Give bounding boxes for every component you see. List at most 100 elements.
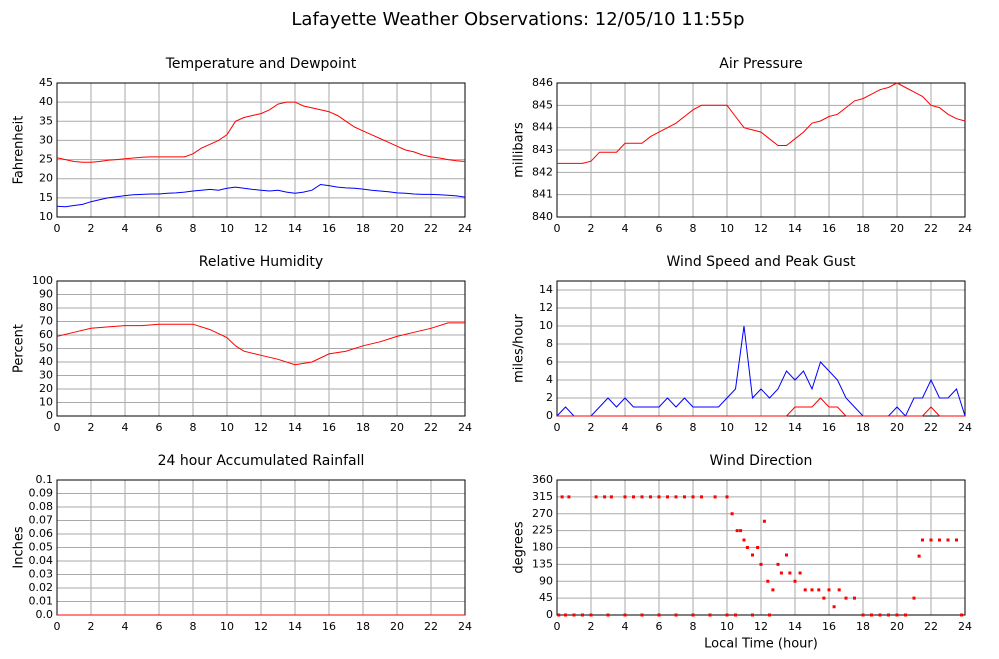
data-point — [581, 613, 584, 617]
data-line — [557, 82, 966, 164]
x-tick-label: 8 — [690, 222, 697, 235]
data-point — [798, 571, 802, 575]
x-tick-label: 22 — [424, 620, 438, 633]
x-tick-label: 14 — [788, 620, 802, 633]
x-tick-label: 16 — [822, 620, 836, 633]
x-tick-label: 2 — [588, 421, 595, 434]
y-tick-label: 6 — [546, 355, 553, 368]
x-tick-label: 10 — [220, 620, 234, 633]
x-tick-label: 20 — [390, 222, 404, 235]
data-point — [708, 613, 712, 617]
data-point — [640, 495, 644, 499]
x-tick-label: 2 — [88, 620, 95, 633]
chart-title: 24 hour Accumulated Rainfall — [158, 453, 365, 469]
data-point — [657, 495, 661, 499]
data-line — [56, 101, 466, 163]
y-tick-label: 840 — [532, 210, 553, 223]
x-tick-label: 2 — [588, 620, 595, 633]
x-tick-label: 22 — [924, 620, 938, 633]
x-tick-label: 8 — [190, 222, 197, 235]
data-point — [853, 596, 856, 600]
data-point — [649, 495, 652, 499]
data-point — [776, 562, 780, 566]
y-tick-label: 845 — [532, 98, 553, 111]
x-tick-label: 4 — [122, 620, 129, 633]
y-tick-label: 0.09 — [29, 487, 54, 500]
data-line — [557, 397, 965, 417]
data-point — [603, 495, 607, 499]
x-tick-label: 4 — [122, 421, 129, 434]
x-tick-label: 10 — [220, 222, 234, 235]
y-tick-label: 45 — [539, 591, 553, 604]
x-tick-label: 8 — [690, 620, 697, 633]
data-point — [817, 588, 821, 592]
data-point — [766, 579, 770, 583]
x-tick-label: 18 — [356, 222, 370, 235]
y-tick-label: 10 — [39, 210, 53, 223]
y-tick-label: 360 — [532, 473, 553, 486]
data-point — [623, 613, 627, 617]
data-point — [632, 495, 635, 499]
y-tick-label: 0.03 — [29, 568, 54, 581]
x-tick-label: 14 — [288, 421, 302, 434]
data-point — [768, 613, 771, 617]
x-tick-label: 20 — [390, 421, 404, 434]
x-tick-label: 12 — [754, 620, 768, 633]
data-point — [878, 613, 882, 617]
y-tick-label: 45 — [39, 76, 53, 89]
data-point — [779, 571, 783, 575]
data-point — [832, 605, 836, 609]
data-point — [572, 613, 576, 617]
y-tick-label: 25 — [39, 153, 53, 166]
chart-title: Relative Humidity — [199, 254, 323, 270]
chart-title: Air Pressure — [719, 56, 802, 72]
data-point — [771, 588, 775, 592]
x-tick-label: 16 — [822, 222, 836, 235]
chart-title: Temperature and Dewpoint — [165, 56, 357, 72]
y-tick-label: 80 — [39, 301, 53, 314]
y-tick-label: 60 — [39, 328, 53, 341]
x-tick-label: 12 — [254, 620, 268, 633]
data-point — [955, 538, 958, 542]
data-point — [739, 529, 743, 533]
data-point — [606, 613, 610, 617]
x-tick-label: 2 — [588, 222, 595, 235]
x-tick-label: 18 — [356, 620, 370, 633]
x-tick-label: 14 — [288, 222, 302, 235]
data-point — [822, 596, 826, 600]
y-tick-label: 843 — [532, 143, 553, 156]
x-tick-label: 24 — [458, 421, 472, 434]
plot-frame — [56, 82, 466, 218]
x-tick-label: 22 — [424, 421, 438, 434]
data-point — [735, 529, 739, 533]
plot-frame — [56, 280, 466, 417]
data-point — [567, 495, 571, 499]
x-tick-label: 8 — [690, 421, 697, 434]
y-axis-label: millibars — [512, 122, 527, 178]
x-tick-label: 10 — [720, 421, 734, 434]
y-axis-label: Inches — [12, 526, 27, 568]
y-tick-label: 844 — [532, 121, 553, 134]
y-tick-label: 4 — [546, 373, 553, 386]
y-tick-label: 0.08 — [29, 500, 54, 513]
y-tick-label: 225 — [532, 524, 553, 537]
plot-frame — [556, 479, 966, 616]
x-tick-label: 20 — [390, 620, 404, 633]
y-tick-label: 842 — [532, 165, 553, 178]
data-point — [938, 538, 941, 542]
x-tick-label: 20 — [890, 620, 904, 633]
x-tick-label: 14 — [788, 222, 802, 235]
data-point — [730, 512, 734, 516]
chart-title: Wind Speed and Peak Gust — [667, 254, 856, 270]
plot-frame — [556, 82, 966, 218]
data-point — [713, 495, 717, 499]
x-tick-label: 6 — [156, 421, 163, 434]
data-line — [556, 325, 966, 417]
data-point — [560, 495, 564, 499]
y-tick-label: 315 — [532, 490, 553, 503]
data-point — [609, 495, 613, 499]
x-tick-label: 10 — [720, 222, 734, 235]
y-tick-label: 0.05 — [29, 541, 54, 554]
data-point — [691, 495, 695, 499]
